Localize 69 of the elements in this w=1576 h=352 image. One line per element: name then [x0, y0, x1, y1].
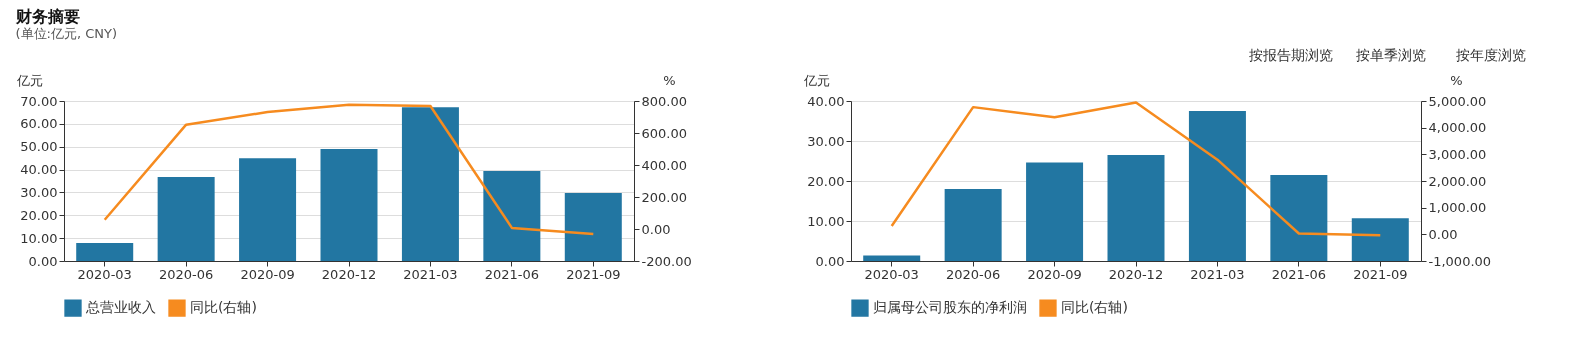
y2-tick-label: 4,000.00: [1428, 120, 1487, 136]
x-tick-label: 2020-09: [240, 266, 295, 282]
y2-tick-label: 200.00: [641, 189, 687, 205]
y-tick-label: 20.00: [807, 173, 845, 189]
bar: [76, 242, 134, 261]
x-tick-label: 2021-03: [1190, 266, 1245, 282]
x-tick-label: 2020-12: [321, 266, 377, 282]
y2-axis-title: %: [1450, 72, 1463, 88]
y-tick-label: 10.00: [20, 230, 58, 246]
y2-tick-label: 5,000.00: [1428, 93, 1487, 109]
y-tick-label: 10.00: [807, 213, 845, 229]
x-tick-label: 2021-03: [403, 266, 458, 282]
x-tick-label: 2021-06: [1271, 266, 1327, 282]
x-tick-label: 2021-09: [566, 266, 621, 282]
x-tick-label: 2021-06: [484, 266, 540, 282]
y2-tick-label: -1,000.00: [1428, 253, 1492, 269]
bar: [239, 158, 297, 261]
x-tick-label: 2020-09: [1027, 266, 1082, 282]
bar: [1270, 175, 1328, 261]
legend-label: 同比(右轴): [1061, 299, 1128, 316]
x-tick-label: 2020-06: [158, 266, 214, 282]
bar: [1351, 218, 1409, 261]
y2-tick-label: 0.00: [641, 221, 671, 237]
bar: [1107, 155, 1165, 261]
bar: [1188, 111, 1246, 261]
y-tick-label: 60.00: [20, 116, 58, 132]
bar: [564, 193, 622, 261]
y-tick-label: 20.00: [20, 207, 58, 223]
y2-axis-title: %: [663, 72, 676, 88]
y-axis-title: 亿元: [15, 72, 43, 88]
y2-tick-label: 3,000.00: [1428, 146, 1487, 162]
x-tick-label: 2020-06: [945, 266, 1001, 282]
x-tick-label: 2020-03: [864, 266, 919, 282]
legend-label: 归属母公司股东的净利润: [873, 299, 1027, 316]
bar: [320, 149, 378, 261]
bar: [863, 255, 921, 261]
y-axis-title: 亿元: [802, 72, 830, 88]
bar: [1026, 162, 1084, 261]
y-tick-label: 30.00: [807, 133, 845, 149]
text: 按年度浏览: [1456, 47, 1526, 63]
y-tick-label: 70.00: [20, 93, 58, 109]
legend-label: 总营业收入: [85, 299, 156, 316]
x-tick-label: 2021-09: [1353, 266, 1408, 282]
y-tick-label: 0.00: [815, 253, 845, 269]
chart-title: 财务摘要: [14, 6, 80, 26]
y2-tick-label: -200.00: [641, 253, 692, 269]
text: 按单季浏览: [1356, 47, 1426, 63]
bar: [483, 170, 541, 261]
line-series: [103, 103, 595, 236]
x-tick-label: 2020-12: [1108, 266, 1164, 282]
legend-label: 同比(右轴): [190, 299, 257, 316]
y2-tick-label: 2,000.00: [1428, 173, 1487, 189]
y-tick-label: 40.00: [807, 93, 845, 109]
chart-subtitle: (单位:亿元, CNY): [15, 25, 118, 41]
line-series: [890, 101, 1382, 237]
y-tick-label: 30.00: [20, 184, 58, 200]
text: 按报告期浏览: [1249, 47, 1333, 63]
y2-tick-label: 400.00: [641, 157, 687, 173]
bar: [944, 189, 1002, 261]
y-tick-label: 40.00: [20, 162, 58, 178]
y2-tick-label: 0.00: [1428, 226, 1458, 242]
bar: [157, 176, 215, 261]
y2-tick-label: 600.00: [641, 125, 687, 141]
bar: [401, 107, 459, 261]
y-tick-label: 0.00: [28, 253, 58, 269]
y2-tick-label: 1,000.00: [1428, 200, 1487, 216]
x-tick-label: 2020-03: [77, 266, 132, 282]
y2-tick-label: 800.00: [641, 93, 687, 109]
y-tick-label: 50.00: [20, 139, 58, 155]
